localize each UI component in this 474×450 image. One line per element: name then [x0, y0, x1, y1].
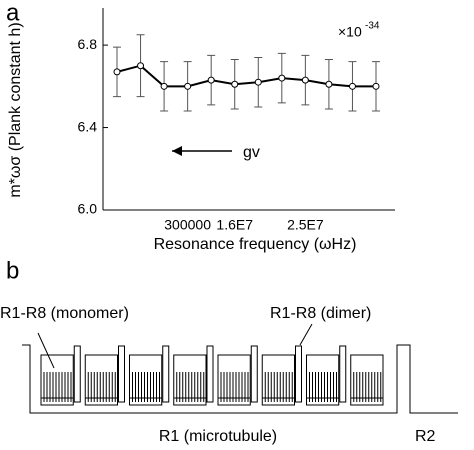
arrow-head	[172, 146, 182, 156]
well	[217, 354, 251, 406]
well	[129, 354, 163, 406]
well	[306, 354, 340, 406]
point	[137, 62, 145, 70]
diagram	[22, 344, 458, 414]
point	[207, 76, 215, 84]
post	[206, 345, 214, 403]
panel-label: a	[6, 0, 20, 26]
point	[325, 80, 333, 88]
y-axis-label: m*ωσ (Plank constant h)	[7, 22, 24, 197]
post	[118, 345, 125, 403]
point	[301, 76, 309, 84]
x-tick-label: 300000	[164, 217, 211, 233]
post	[162, 345, 170, 403]
pointer	[37, 332, 55, 369]
x-tick-label: 2.5E7	[287, 217, 324, 233]
point	[372, 82, 380, 90]
point	[254, 78, 262, 86]
scale-base: ×10	[338, 24, 362, 40]
outline	[22, 344, 458, 414]
scale-exponent: -34	[365, 21, 380, 32]
well	[350, 354, 384, 406]
panel-label-b: b	[6, 257, 19, 284]
post	[73, 345, 81, 403]
pointer	[299, 323, 313, 346]
point	[160, 82, 168, 90]
post	[339, 345, 347, 403]
post	[250, 345, 258, 403]
r2-label: R2	[415, 428, 436, 445]
x-axis-label: Resonance frequency (ωHz)	[154, 236, 357, 253]
microtubule-label: R1 (microtubule)	[159, 428, 277, 445]
y-tick-label: 6.4	[78, 118, 98, 134]
y-tick-label: 6.8	[78, 36, 98, 52]
line	[116, 64, 376, 88]
x-tick-label: 1.6E7	[216, 217, 253, 233]
plot: 6.0 6.4 6.8 300000 1.6E7 2.5E7	[78, 34, 380, 233]
point	[113, 68, 121, 76]
well	[84, 354, 118, 406]
well	[173, 354, 207, 406]
dimer-label: R1-R8 (dimer)	[270, 305, 371, 322]
point	[184, 82, 192, 90]
point	[278, 74, 286, 82]
post	[295, 345, 302, 403]
well	[40, 354, 74, 406]
point	[348, 82, 356, 90]
point	[231, 80, 239, 88]
y-tick-label: 6.0	[78, 201, 98, 217]
annotation: gv	[243, 144, 260, 161]
monomer-label: R1-R8 (monomer)	[0, 305, 129, 322]
well	[261, 354, 295, 406]
